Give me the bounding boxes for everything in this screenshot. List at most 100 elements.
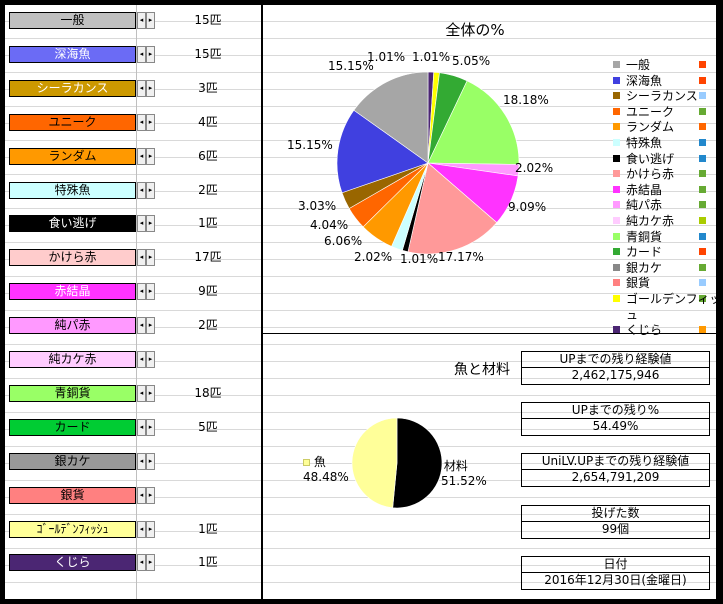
sheet-right-border	[716, 5, 718, 599]
legend-marker-icon	[699, 232, 706, 240]
item-count: 3匹	[198, 80, 218, 95]
item-label: 純パ赤	[9, 317, 136, 335]
spinner-down-icon[interactable]: ▸	[146, 554, 155, 572]
item-spinner[interactable]: ◂ ▸	[137, 486, 155, 504]
spinner-up-icon[interactable]: ◂	[137, 181, 146, 199]
spinner-up-icon[interactable]: ◂	[137, 554, 146, 572]
item-spinner[interactable]: ◂ ▸	[137, 12, 155, 29]
item-spinner[interactable]: ◂ ▸	[137, 317, 155, 335]
overall-chart-title: 全体の%	[445, 21, 505, 39]
item-row: ユニーク ◂ ▸ 4匹	[5, 113, 262, 131]
item-count: 5匹	[198, 419, 218, 434]
item-row: 銀カケ ◂ ▸	[5, 452, 262, 470]
item-row: 純パ赤 ◂ ▸ 2匹	[5, 317, 262, 335]
item-spinner[interactable]: ◂ ▸	[137, 418, 155, 436]
item-row: 深海魚 ◂ ▸ 15匹	[5, 45, 262, 63]
spinner-down-icon[interactable]: ▸	[146, 215, 155, 233]
legend-marker-icon	[699, 217, 706, 224]
stat-value: 99個	[521, 522, 710, 539]
item-spinner[interactable]: ◂ ▸	[137, 147, 155, 165]
item-spinner[interactable]: ◂ ▸	[137, 452, 155, 470]
pie-data-label: 15.15%	[287, 138, 333, 152]
item-spinner[interactable]: ◂ ▸	[137, 351, 155, 368]
spinner-down-icon[interactable]: ▸	[146, 45, 155, 63]
material-name: 材料	[443, 459, 468, 473]
pie-data-label: 15.15%	[328, 59, 374, 73]
item-count	[155, 487, 261, 504]
item-spinner[interactable]: ◂ ▸	[137, 283, 155, 301]
fish-material-title: 魚と材料	[454, 362, 510, 378]
legend-label: ュ	[626, 307, 639, 322]
legend-swatch-icon	[613, 232, 620, 240]
item-spinner[interactable]: ◂ ▸	[137, 45, 155, 63]
spinner-down-icon[interactable]: ▸	[146, 249, 155, 267]
legend-swatch-icon	[613, 326, 620, 334]
legend-label: 深海魚	[626, 73, 663, 88]
spinner-down-icon[interactable]: ▸	[146, 283, 155, 301]
spinner-up-icon[interactable]: ◂	[137, 45, 146, 63]
spinner-up-icon[interactable]: ◂	[137, 249, 146, 267]
item-spinner[interactable]: ◂ ▸	[137, 181, 155, 199]
spinner-up-icon[interactable]: ◂	[137, 12, 146, 29]
spinner-down-icon[interactable]: ▸	[146, 452, 155, 470]
item-label: ランダム	[9, 147, 136, 165]
item-count: 1匹	[198, 521, 218, 536]
legend-label: 純カケ赤	[626, 214, 675, 228]
item-count: 9匹	[198, 284, 218, 299]
item-spinner[interactable]: ◂ ▸	[137, 384, 155, 402]
legend-marker-icon	[699, 326, 706, 334]
item-label: 特殊魚	[9, 181, 136, 199]
chart-area-divider	[261, 333, 718, 334]
spinner-up-icon[interactable]: ◂	[137, 384, 146, 402]
spinner-down-icon[interactable]: ▸	[146, 317, 155, 335]
spinner-up-icon[interactable]: ◂	[137, 486, 146, 504]
spinner-down-icon[interactable]: ▸	[146, 79, 155, 97]
spinner-up-icon[interactable]: ◂	[137, 452, 146, 470]
spinner-down-icon[interactable]: ▸	[146, 486, 155, 504]
spinner-down-icon[interactable]: ▸	[146, 12, 155, 29]
pie-data-label: 18.18%	[503, 93, 549, 107]
item-row: 赤結晶 ◂ ▸ 9匹	[5, 283, 262, 301]
spinner-up-icon[interactable]: ◂	[137, 113, 146, 131]
item-row: ｺﾞｰﾙﾃﾞﾝﾌｨｯｼｭ ◂ ▸ 1匹	[5, 520, 262, 538]
spinner-down-icon[interactable]: ▸	[146, 113, 155, 131]
stat-value: 2,654,791,209	[521, 470, 710, 487]
item-count: 1匹	[198, 555, 218, 570]
spinner-down-icon[interactable]: ▸	[146, 520, 155, 538]
item-spinner[interactable]: ◂ ▸	[137, 554, 155, 572]
spinner-up-icon[interactable]: ◂	[137, 317, 146, 335]
item-row: 純カケ赤 ◂ ▸	[5, 351, 262, 368]
spinner-down-icon[interactable]: ▸	[146, 351, 155, 368]
item-spinner[interactable]: ◂ ▸	[137, 520, 155, 538]
spinner-up-icon[interactable]: ◂	[137, 215, 146, 233]
item-row: カード ◂ ▸ 5匹	[5, 418, 262, 436]
pie-slice	[427, 80, 520, 165]
stat-header: UPまでの残り経験値	[521, 351, 710, 368]
spinner-up-icon[interactable]: ◂	[137, 79, 146, 97]
pie-data-label: 17.17%	[438, 250, 484, 264]
item-label: 銀貨	[9, 486, 136, 504]
spinner-down-icon[interactable]: ▸	[146, 384, 155, 402]
item-row: かけら赤 ◂ ▸ 17匹	[5, 249, 262, 267]
spinner-up-icon[interactable]: ◂	[137, 147, 146, 165]
legend-label: カード	[626, 245, 663, 260]
spinner-up-icon[interactable]: ◂	[137, 283, 146, 301]
stat-box: UPまでの残り% 54.49%	[521, 402, 710, 436]
item-spinner[interactable]: ◂ ▸	[137, 249, 155, 267]
item-row: ランダム ◂ ▸ 6匹	[5, 147, 262, 165]
spinner-down-icon[interactable]: ▸	[146, 147, 155, 165]
spinner-up-icon[interactable]: ◂	[137, 351, 146, 368]
legend-marker-icon	[699, 279, 706, 287]
legend-label: かけら赤	[626, 167, 675, 182]
legend-marker-icon	[699, 201, 706, 209]
item-spinner[interactable]: ◂ ▸	[137, 79, 155, 97]
item-spinner[interactable]: ◂ ▸	[137, 215, 155, 233]
stat-box: 日付 2016年12月30日(金曜日)	[521, 556, 710, 590]
item-label: 銀カケ	[9, 452, 136, 470]
spinner-down-icon[interactable]: ▸	[146, 181, 155, 199]
item-spinner[interactable]: ◂ ▸	[137, 113, 155, 131]
legend-label: ゴールデンフィッシ	[626, 292, 718, 306]
spinner-down-icon[interactable]: ▸	[146, 418, 155, 436]
spinner-up-icon[interactable]: ◂	[137, 418, 146, 436]
spinner-up-icon[interactable]: ◂	[137, 520, 146, 538]
